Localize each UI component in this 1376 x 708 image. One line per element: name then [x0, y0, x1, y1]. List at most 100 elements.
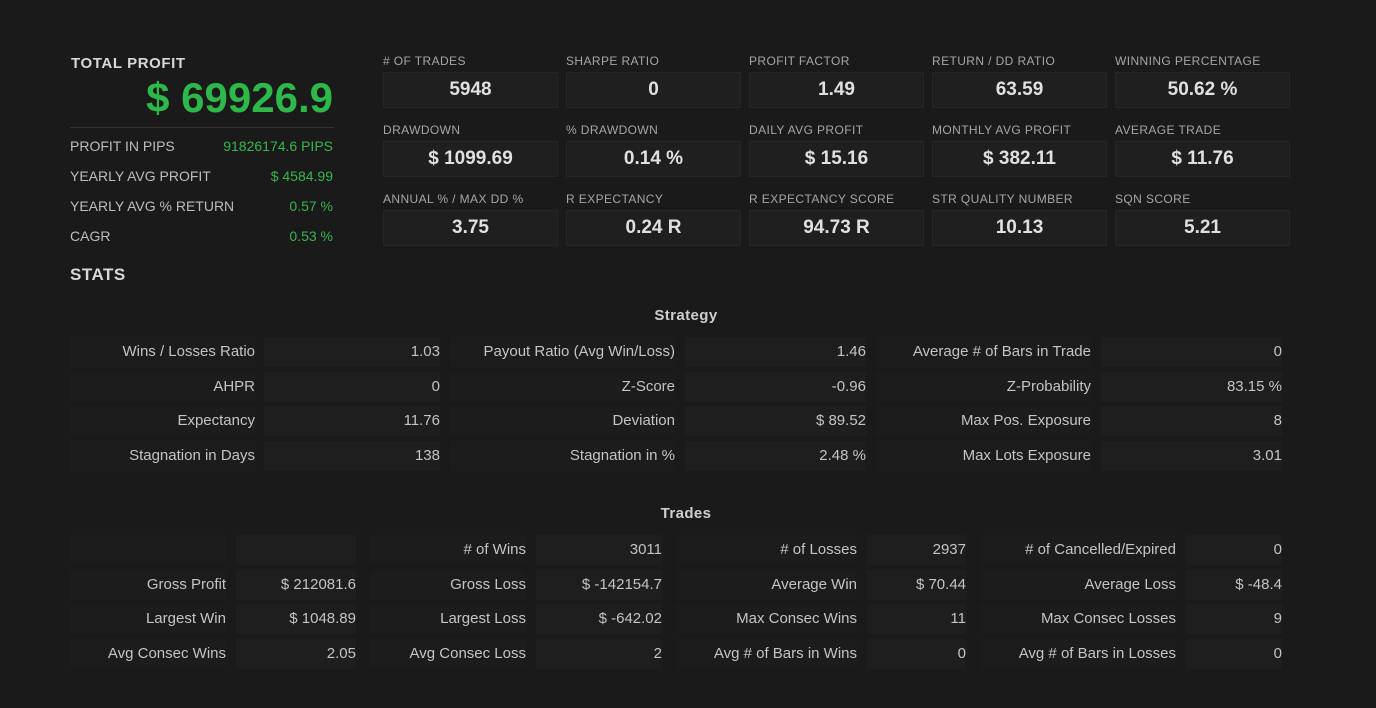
trades-label: Avg Consec Loss	[370, 639, 526, 669]
metric-str-quality-number: STR QUALITY NUMBER 10.13	[932, 192, 1107, 246]
trades-section-title: Trades	[660, 505, 712, 522]
trades-value: $ -642.02	[536, 604, 662, 634]
strategy-label: Wins / Losses Ratio	[70, 337, 255, 367]
metric-return-dd-ratio: RETURN / DD RATIO 63.59	[932, 54, 1107, 108]
strategy-value: 2.48 %	[685, 441, 866, 471]
summary-label: CAGR	[70, 228, 111, 244]
trades-value: 2937	[867, 535, 966, 565]
trades-value: 0	[1186, 535, 1282, 565]
trades-label: Average Win	[676, 570, 857, 600]
metric-value: 1.49	[749, 72, 924, 108]
metric-label: MONTHLY AVG PROFIT	[932, 123, 1072, 137]
trades-label: # of Wins	[370, 535, 526, 565]
metric-value: $ 382.11	[932, 141, 1107, 177]
metric-profit-factor: PROFIT FACTOR 1.49	[749, 54, 924, 108]
metric-value: 0.14 %	[566, 141, 741, 177]
summary-value: 91826174.6 PIPS	[223, 138, 333, 154]
metric-value: 0	[566, 72, 741, 108]
metric-label: STR QUALITY NUMBER	[932, 192, 1073, 206]
strategy-label: Stagnation in %	[450, 441, 675, 471]
trades-value: $ -48.4	[1186, 570, 1282, 600]
trades-label: Largest Loss	[370, 604, 526, 634]
total-profit-label: TOTAL PROFIT	[71, 55, 186, 72]
strategy-value: 8	[1101, 406, 1282, 436]
metric-label: PROFIT FACTOR	[749, 54, 850, 68]
trades-value: $ -142154.7	[536, 570, 662, 600]
trades-label: Largest Win	[70, 604, 226, 634]
trades-label: Gross Profit	[70, 570, 226, 600]
strategy-label: Average # of Bars in Trade	[876, 337, 1091, 367]
metric-value: $ 15.16	[749, 141, 924, 177]
metric-trades: # OF TRADES 5948	[383, 54, 558, 108]
metric-value: 5.21	[1115, 210, 1290, 246]
trades-value: 3011	[536, 535, 662, 565]
trades-label: Max Consec Wins	[676, 604, 857, 634]
metric-daily-avg-profit: DAILY AVG PROFIT $ 15.16	[749, 123, 924, 177]
metric-pct-drawdown: % DRAWDOWN 0.14 %	[566, 123, 741, 177]
strategy-section-title: Strategy	[654, 307, 718, 324]
divider	[70, 127, 334, 128]
strategy-label: AHPR	[70, 372, 255, 402]
metric-value: 0.24 R	[566, 210, 741, 246]
metric-label: RETURN / DD RATIO	[932, 54, 1056, 68]
metric-label: DRAWDOWN	[383, 123, 461, 137]
metric-label: SHARPE RATIO	[566, 54, 660, 68]
summary-row-yearly-avg-profit: YEARLY AVG PROFIT $ 4584.99	[70, 168, 333, 190]
metric-label: DAILY AVG PROFIT	[749, 123, 864, 137]
summary-row-yearly-avg-return: YEARLY AVG % RETURN 0.57 %	[70, 198, 333, 220]
metric-drawdown: DRAWDOWN $ 1099.69	[383, 123, 558, 177]
strategy-value: 0	[264, 372, 440, 402]
trades-label: Avg Consec Wins	[70, 639, 226, 669]
trades-value: $ 70.44	[867, 570, 966, 600]
metric-label: % DRAWDOWN	[566, 123, 659, 137]
strategy-value: 1.03	[264, 337, 440, 367]
summary-value: 0.53 %	[289, 228, 333, 244]
strategy-label: Expectancy	[70, 406, 255, 436]
total-profit-value: $ 69926.9	[146, 74, 333, 121]
strategy-label: Z-Score	[450, 372, 675, 402]
trades-label: # of Losses	[676, 535, 857, 565]
strategy-value: 3.01	[1101, 441, 1282, 471]
metric-r-expectancy: R EXPECTANCY 0.24 R	[566, 192, 741, 246]
metric-label: # OF TRADES	[383, 54, 466, 68]
strategy-label: Payout Ratio (Avg Win/Loss)	[450, 337, 675, 367]
metric-value: 50.62 %	[1115, 72, 1290, 108]
trades-value	[236, 535, 356, 565]
metric-winning-percentage: WINNING PERCENTAGE 50.62 %	[1115, 54, 1290, 108]
strategy-value: 11.76	[264, 406, 440, 436]
summary-label: PROFIT IN PIPS	[70, 138, 175, 154]
metric-monthly-avg-profit: MONTHLY AVG PROFIT $ 382.11	[932, 123, 1107, 177]
metric-label: SQN SCORE	[1115, 192, 1191, 206]
summary-label: YEARLY AVG % RETURN	[70, 198, 235, 214]
metric-r-expectancy-score: R EXPECTANCY SCORE 94.73 R	[749, 192, 924, 246]
strategy-label: Max Pos. Exposure	[876, 406, 1091, 436]
trades-value: 0	[1186, 639, 1282, 669]
summary-value: 0.57 %	[289, 198, 333, 214]
strategy-label: Max Lots Exposure	[876, 441, 1091, 471]
metric-value: 3.75	[383, 210, 558, 246]
metric-sharpe-ratio: SHARPE RATIO 0	[566, 54, 741, 108]
metric-sqn-score: SQN SCORE 5.21	[1115, 192, 1290, 246]
summary-row-cagr: CAGR 0.53 %	[70, 228, 333, 250]
strategy-value: $ 89.52	[685, 406, 866, 436]
trades-label	[70, 535, 226, 565]
metric-label: ANNUAL % / MAX DD %	[383, 192, 524, 206]
metric-annual-max-dd: ANNUAL % / MAX DD % 3.75	[383, 192, 558, 246]
metric-value: 5948	[383, 72, 558, 108]
metric-label: AVERAGE TRADE	[1115, 123, 1222, 137]
trades-label: # of Cancelled/Expired	[980, 535, 1176, 565]
strategy-label: Z-Probability	[876, 372, 1091, 402]
trades-value: 2.05	[236, 639, 356, 669]
strategy-label: Deviation	[450, 406, 675, 436]
trades-value: $ 212081.6	[236, 570, 356, 600]
trades-label: Average Loss	[980, 570, 1176, 600]
strategy-value: 0	[1101, 337, 1282, 367]
strategy-value: 1.46	[685, 337, 866, 367]
trades-value: 11	[867, 604, 966, 634]
metric-value: 10.13	[932, 210, 1107, 246]
stats-title: STATS	[70, 265, 126, 284]
trades-value: 2	[536, 639, 662, 669]
summary-value: $ 4584.99	[270, 168, 333, 184]
strategy-value: 83.15 %	[1101, 372, 1282, 402]
metric-value: $ 1099.69	[383, 141, 558, 177]
